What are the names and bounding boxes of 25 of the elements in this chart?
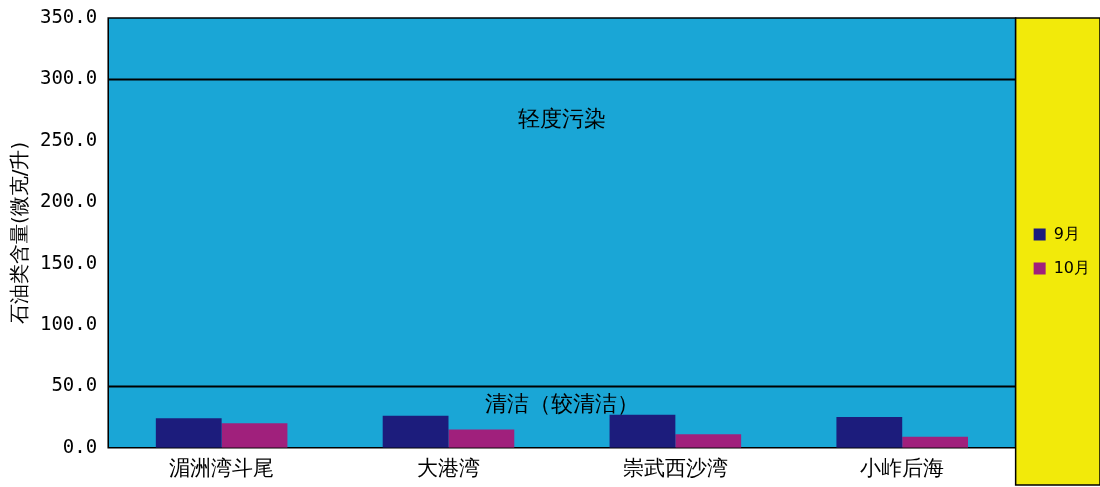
- y-tick-label: 300.0: [39, 66, 98, 89]
- bar: [902, 436, 968, 448]
- y-tick-label: 250.0: [39, 127, 98, 150]
- bar: [675, 434, 742, 448]
- legend-label: 9月: [1053, 223, 1080, 243]
- legend-label: 10月: [1053, 257, 1090, 277]
- y-tick-label: 0.0: [62, 434, 98, 457]
- bar: [382, 415, 449, 448]
- bar: [221, 423, 288, 448]
- x-tick-label: 湄洲湾斗尾: [169, 455, 275, 480]
- ref-line-label: 轻度污染: [517, 106, 606, 132]
- y-tick-label: 50.0: [51, 373, 98, 396]
- y-tick-label: 200.0: [39, 189, 98, 212]
- y-tick-label: 100.0: [39, 311, 98, 334]
- y-axis-title: 石油类含量(微克/升): [7, 141, 32, 325]
- bar: [609, 414, 676, 448]
- ref-line-label: 清洁（较清洁）: [484, 391, 639, 417]
- bar: [836, 417, 903, 448]
- y-tick-label: 150.0: [39, 250, 98, 273]
- bar: [448, 429, 515, 448]
- bar: [155, 418, 222, 448]
- x-tick-label: 崇武西沙湾: [622, 455, 728, 480]
- x-tick-label: 大港湾: [416, 455, 480, 480]
- x-tick-label: 小岞后海: [860, 455, 945, 480]
- y-tick-label: 350.0: [39, 4, 98, 27]
